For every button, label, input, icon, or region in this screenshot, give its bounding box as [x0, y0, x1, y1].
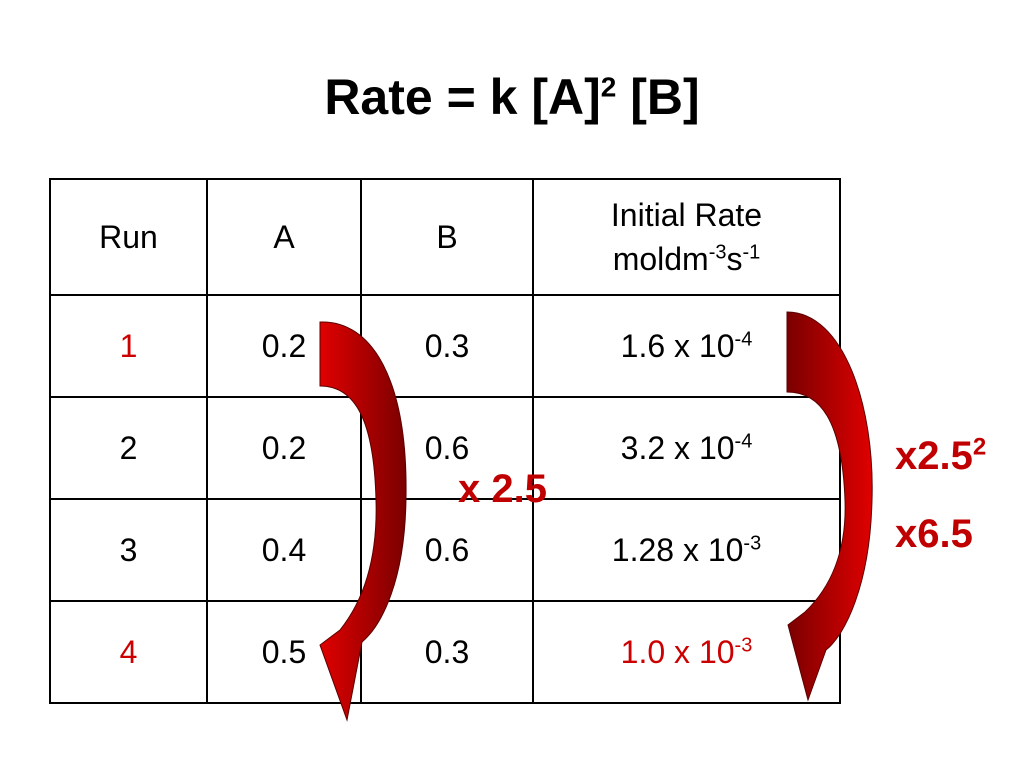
- run-cell: 1: [49, 294, 208, 398]
- header-b: B: [360, 178, 534, 296]
- rate-mantissa: 1.28 x 10: [611, 531, 744, 568]
- rate-cell: 3.2 x 10-4: [532, 396, 841, 500]
- table-row: 1 0.2 0.3 1.6 x 10-4: [49, 294, 841, 398]
- rate-mantissa: 1.0 x 10: [620, 633, 735, 670]
- header-a: A: [206, 178, 362, 296]
- conc-b-cell: 0.3: [360, 600, 534, 704]
- curved-arrow-icon: [319, 321, 407, 722]
- rate-exponent: -3: [734, 633, 753, 656]
- run-cell: 3: [49, 498, 208, 602]
- title-exponent: 2: [600, 71, 617, 103]
- header-rate-unit: moldm-3s-1: [534, 237, 839, 281]
- run-cell: 2: [49, 396, 208, 500]
- title-prefix: Rate = k [A]: [324, 69, 601, 125]
- table-header-row: Run A B Initial Rate moldm-3s-1: [49, 178, 841, 296]
- rate-factor-label: x2.52: [895, 434, 986, 479]
- unit-base-2: s: [726, 241, 743, 277]
- rate-exponent: -4: [734, 429, 753, 452]
- rate-exponent: -4: [734, 327, 753, 350]
- header-rate-label: Initial Rate: [610, 197, 763, 233]
- conc-a-cell: 0.4: [206, 498, 362, 602]
- rate-factor-exp: 2: [972, 433, 987, 461]
- rate-cell: 1.28 x 10-3: [532, 498, 841, 602]
- header-run: Run: [49, 178, 208, 296]
- title-suffix: [B]: [616, 69, 700, 125]
- unit-exp-2: -1: [742, 241, 761, 264]
- curved-arrow-icon: [786, 311, 873, 702]
- rate-exponent: -3: [743, 531, 762, 554]
- rate-cell: 1.0 x 10-3: [532, 600, 841, 704]
- page-title: Rate = k [A]2 [B]: [0, 62, 1024, 132]
- unit-exp-1: -3: [708, 241, 727, 264]
- rate-mantissa: 1.6 x 10: [620, 327, 735, 364]
- conc-a-cell: 0.2: [206, 396, 362, 500]
- unit-base-1: moldm: [612, 241, 709, 277]
- rate-factor-result: x6.5: [895, 512, 973, 556]
- rate-mantissa: 3.2 x 10: [620, 429, 735, 466]
- header-initial-rate: Initial Rate moldm-3s-1: [532, 178, 841, 296]
- rate-factor-base: x2.5: [895, 434, 973, 478]
- table-row: 3 0.4 0.6 1.28 x 10-3: [49, 498, 841, 602]
- run-cell: 4: [49, 600, 208, 704]
- conc-b-cell: 0.3: [360, 294, 534, 398]
- conc-factor-label: x 2.5: [458, 467, 547, 511]
